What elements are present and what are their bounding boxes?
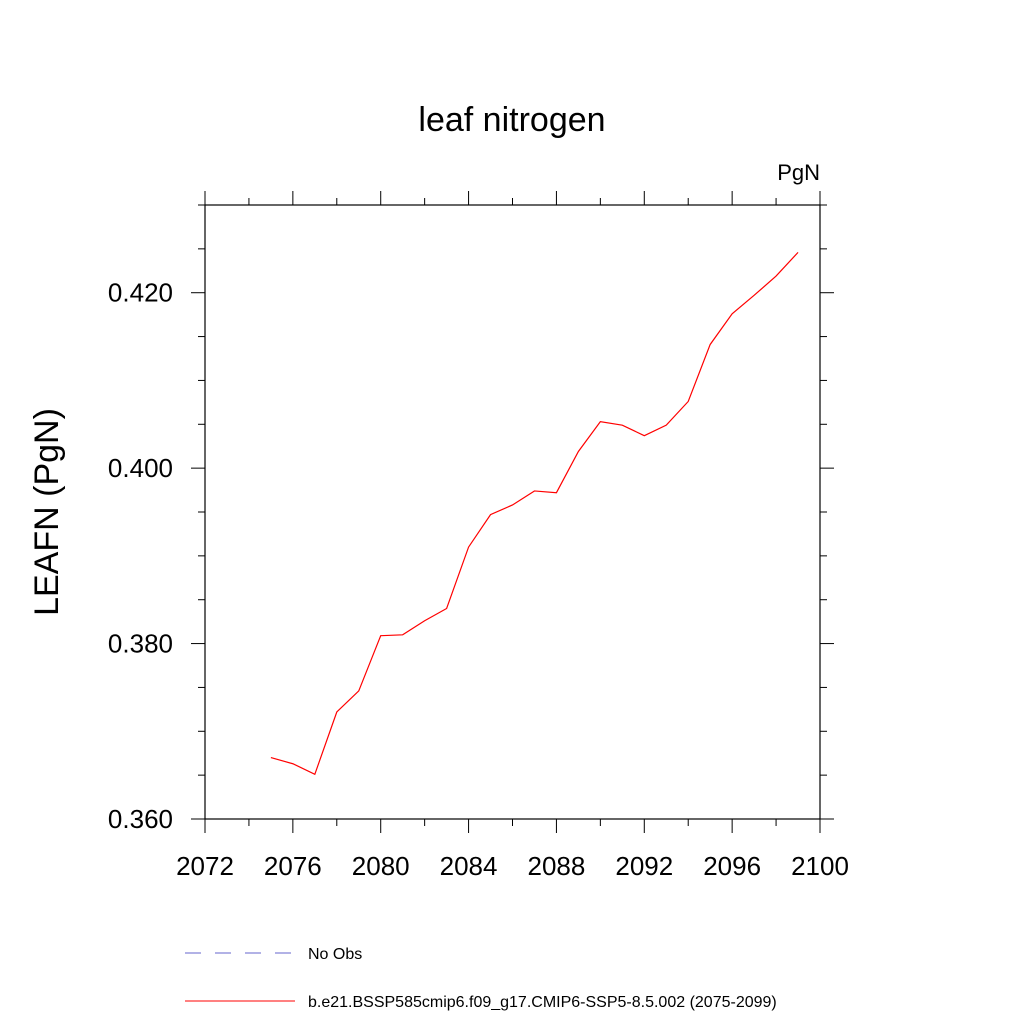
series-lines bbox=[270, 251, 799, 776]
x-tick-label: 2084 bbox=[440, 851, 498, 881]
x-tick-label: 2100 bbox=[791, 851, 849, 881]
y-tick-label: 0.360 bbox=[108, 804, 173, 834]
x-tick-label: 2072 bbox=[176, 851, 234, 881]
chart-title: leaf nitrogen bbox=[418, 101, 605, 139]
x-tick-label: 2092 bbox=[615, 851, 673, 881]
y-axis-ticks: 0.360 0.380 0.400 0.420 bbox=[108, 204, 834, 834]
x-tick-label: 2076 bbox=[264, 851, 322, 881]
legend-label-model: b.e21.BSSP585cmip6.f09_g17.CMIP6-SSP5-8.… bbox=[308, 994, 777, 1011]
y-tick-label: 0.400 bbox=[108, 453, 173, 483]
plot-frame bbox=[204, 204, 821, 820]
y-tick-label: 0.420 bbox=[108, 278, 173, 308]
x-tick-label: 2080 bbox=[352, 851, 410, 881]
x-tick-label: 2096 bbox=[703, 851, 761, 881]
chart-units-label: PgN bbox=[777, 160, 820, 185]
series-line-1 bbox=[270, 251, 799, 776]
legend-label-no-obs: No Obs bbox=[308, 946, 362, 963]
x-axis-ticks: 2072 2076 2080 2084 2088 2092 2096 2100 bbox=[176, 191, 849, 881]
y-tick-label: 0.380 bbox=[108, 629, 173, 659]
x-tick-label: 2088 bbox=[528, 851, 586, 881]
y-axis-label: LEAFN (PgN) bbox=[28, 408, 66, 616]
legend: No Obs b.e21.BSSP585cmip6.f09_g17.CMIP6-… bbox=[185, 946, 777, 1011]
